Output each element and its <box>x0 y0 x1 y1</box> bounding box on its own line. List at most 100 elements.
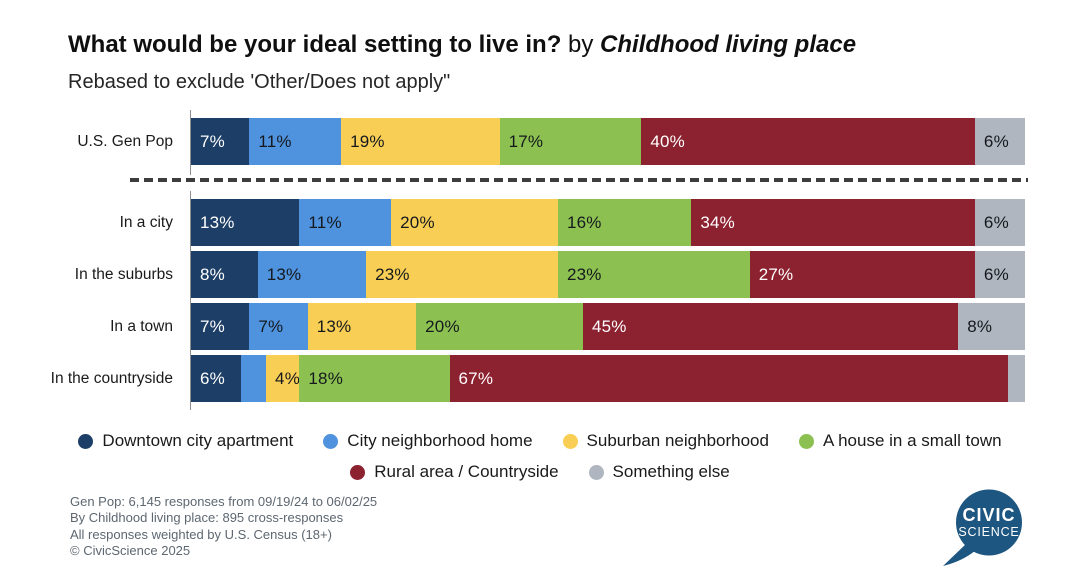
bar-segment: 7% <box>249 303 308 350</box>
logo-bubble-tail <box>943 543 976 566</box>
chart-title: What would be your ideal setting to live… <box>68 30 856 60</box>
bar-segment <box>241 355 267 402</box>
stacked-bar: 7% 7% 13% 20% 45% 8% <box>191 303 1025 350</box>
bar-segment: 11% <box>249 118 342 165</box>
legend-item: Downtown city apartment <box>78 431 293 451</box>
data-label: 8% <box>200 264 225 284</box>
bar-segment: 20% <box>391 199 558 246</box>
chart-subtitle: Rebased to exclude 'Other/Does not apply… <box>68 71 451 93</box>
bar-segment <box>1008 355 1025 402</box>
data-label: 18% <box>308 368 344 388</box>
data-label: 34% <box>700 212 735 232</box>
legend-item: Something else <box>588 462 730 482</box>
title-crosstab: Childhood living place <box>600 31 857 58</box>
data-label: 13% <box>316 316 352 336</box>
legend: Downtown city apartment City neighborhood… <box>0 430 1080 483</box>
bar-segment: 8% <box>958 303 1025 350</box>
legend-swatch-icon <box>798 433 814 449</box>
data-label: 7% <box>200 131 225 151</box>
data-label: 40% <box>650 131 685 151</box>
bar-segment: 7% <box>191 118 250 165</box>
stacked-bar: 6% 4% 18% 67% <box>191 355 1025 402</box>
bar-segment: 23% <box>557 251 750 298</box>
bar-segment: 40% <box>641 118 975 165</box>
category-label: In a city <box>119 213 173 231</box>
data-label: 6% <box>200 368 225 388</box>
footnote-weighting: All responses weighted by U.S. Census (1… <box>70 526 332 542</box>
data-label: 7% <box>200 316 225 336</box>
legend-swatch-icon <box>78 433 94 449</box>
legend-swatch-icon <box>350 464 366 480</box>
data-label: 23% <box>566 264 602 284</box>
category-label: In the countryside <box>50 369 173 387</box>
legend-item: Suburban neighborhood <box>562 431 769 451</box>
data-label: 45% <box>591 316 627 336</box>
bar-row: In a city 13% 11% 20% 16% 34% 6% <box>0 199 1080 246</box>
category-label: U.S. Gen Pop <box>77 132 173 150</box>
bar-segment: 7% <box>191 303 250 350</box>
bar-segment: 16% <box>557 199 692 246</box>
legend-label: Something else <box>612 462 730 481</box>
bar-row: In the countryside 6% 4% 18% 67% <box>0 355 1080 402</box>
axis-line-groups <box>190 191 191 410</box>
data-label: 7% <box>258 316 284 336</box>
legend-item: Rural area / Countryside <box>350 462 559 482</box>
bar-row: In a town 7% 7% 13% 20% 45% 8% <box>0 303 1080 350</box>
bar-segment: 20% <box>416 303 583 350</box>
bar-segment: 23% <box>366 251 558 298</box>
legend-row: Downtown city apartment City neighborhood… <box>0 430 1080 452</box>
stacked-bar: 13% 11% 20% 16% 34% 6% <box>191 199 1025 246</box>
data-label: 6% <box>983 131 1009 151</box>
logo-text-civic: CIVIC <box>962 505 1015 525</box>
data-label: 6% <box>983 212 1009 232</box>
legend-swatch-icon <box>562 433 578 449</box>
genpop-divider-dashed <box>130 178 1028 182</box>
footnote-responses: Gen Pop: 6,145 responses from 09/19/24 t… <box>70 494 378 509</box>
bar-segment: 11% <box>299 199 392 246</box>
category-label: In the suburbs <box>74 265 173 283</box>
data-label: 23% <box>375 264 410 284</box>
footnote-copyright: © CivicScience 2025 <box>70 543 191 559</box>
stacked-bar: 8% 13% 23% 23% 27% 6% <box>191 251 1025 298</box>
bar-segment: 19% <box>341 118 500 165</box>
data-label: 20% <box>400 212 435 232</box>
data-label: 17% <box>508 131 544 151</box>
bar-segment: 6% <box>974 199 1025 246</box>
data-label: 6% <box>983 264 1009 284</box>
bar-row: U.S. Gen Pop 7% 11% 19% 17% 40% 6% <box>0 118 1080 165</box>
data-label: 11% <box>308 212 342 232</box>
legend-label: Downtown city apartment <box>102 431 294 450</box>
bar-segment: 27% <box>749 251 975 298</box>
data-label: 4% <box>275 368 301 388</box>
data-label: 67% <box>458 368 494 388</box>
footnote-cross-responses: By Childhood living place: 895 cross-res… <box>70 510 344 526</box>
bar-segment: 6% <box>191 355 242 402</box>
bar-segment: 6% <box>974 118 1025 165</box>
legend-label: Suburban neighborhood <box>586 431 769 450</box>
category-label: In a town <box>110 317 173 335</box>
bar-segment: 13% <box>307 303 417 350</box>
legend-swatch-icon <box>323 433 339 449</box>
bar-segment: 13% <box>191 199 300 246</box>
data-label: 16% <box>566 212 602 232</box>
civicscience-logo: CIVIC SCIENCE <box>937 485 1032 571</box>
title-question: What would be your ideal setting to live… <box>68 31 562 58</box>
data-label: 20% <box>425 316 460 336</box>
legend-item: City neighborhood home <box>323 431 533 451</box>
data-label: 27% <box>758 264 794 284</box>
bar-segment: 18% <box>299 355 450 402</box>
bar-segment: 45% <box>582 303 959 350</box>
logo-bubble <box>956 489 1022 556</box>
legend-label: Rural area / Countryside <box>374 462 559 481</box>
bar-segment: 34% <box>691 199 975 246</box>
stacked-bar: 7% 11% 19% 17% 40% 6% <box>191 118 1025 165</box>
data-label: 11% <box>258 131 292 151</box>
logo-text-science: SCIENCE <box>958 525 1019 539</box>
footnotes: Gen Pop: 6,145 responses from 09/19/24 t… <box>70 494 377 560</box>
axis-line-genpop <box>190 110 191 175</box>
data-label: 8% <box>967 316 993 336</box>
bar-row: In the suburbs 8% 13% 23% 23% 27% 6% <box>0 251 1080 298</box>
legend-label: City neighborhood home <box>347 431 533 450</box>
bar-segment: 67% <box>449 355 1009 402</box>
